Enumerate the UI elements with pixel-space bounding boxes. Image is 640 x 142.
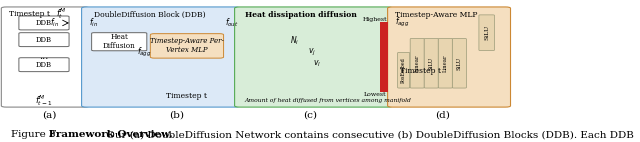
Text: PosEmbed: PosEmbed (401, 57, 406, 83)
FancyBboxPatch shape (380, 22, 388, 92)
Text: $f_{in}$: $f_{in}$ (50, 17, 59, 29)
FancyBboxPatch shape (438, 38, 452, 88)
FancyBboxPatch shape (410, 38, 424, 88)
Text: $f_{agg}$: $f_{agg}$ (395, 16, 410, 30)
Text: DDB: DDB (36, 19, 52, 27)
FancyBboxPatch shape (424, 38, 438, 88)
Text: (d): (d) (435, 111, 450, 120)
Text: $f_{t-1}^M$: $f_{t-1}^M$ (35, 93, 52, 108)
Text: Framework Overview.: Framework Overview. (45, 130, 173, 139)
FancyBboxPatch shape (388, 7, 511, 107)
Text: (c): (c) (303, 111, 317, 120)
Text: DoubleDiffusion Block (DDB): DoubleDiffusion Block (DDB) (94, 11, 206, 19)
Text: $f_t^M$: $f_t^M$ (56, 6, 67, 21)
Text: $f_{in}$: $f_{in}$ (89, 17, 99, 29)
FancyBboxPatch shape (92, 33, 147, 51)
Text: Heat
Diffusion: Heat Diffusion (103, 33, 136, 50)
Text: $f_{out}$: $f_{out}$ (225, 17, 238, 29)
FancyBboxPatch shape (19, 33, 69, 47)
Text: DDB: DDB (36, 61, 52, 69)
Text: $v_j$: $v_j$ (308, 47, 316, 58)
Text: Our (a) DoubleDiffusion Network contains consecutive (b) DoubleDiffusion Blocks : Our (a) DoubleDiffusion Network contains… (103, 130, 634, 139)
Text: Figure 3.: Figure 3. (12, 130, 60, 139)
FancyBboxPatch shape (397, 52, 410, 88)
Text: Linear: Linear (443, 55, 448, 72)
Text: Lowest: Lowest (364, 92, 387, 97)
Text: Timestep t: Timestep t (166, 92, 207, 100)
FancyBboxPatch shape (19, 58, 69, 72)
Text: Timestep-Aware Per-
Vertex MLP: Timestep-Aware Per- Vertex MLP (150, 37, 224, 55)
Text: DDB: DDB (36, 36, 52, 44)
Text: Amount of heat diffused from vertices among manifold: Amount of heat diffused from vertices am… (244, 98, 412, 103)
Text: Highest: Highest (363, 17, 387, 22)
FancyBboxPatch shape (150, 34, 223, 58)
Text: Timestep-Aware MLP: Timestep-Aware MLP (395, 11, 477, 19)
FancyBboxPatch shape (452, 38, 467, 88)
Text: SiLU: SiLU (429, 57, 434, 70)
Text: Timestep t: Timestep t (9, 10, 50, 18)
FancyBboxPatch shape (81, 7, 239, 107)
FancyBboxPatch shape (1, 7, 89, 107)
Text: (a): (a) (42, 111, 56, 120)
Text: $v_l$: $v_l$ (314, 59, 321, 69)
Text: Timestep t: Timestep t (400, 67, 441, 75)
Text: (b): (b) (170, 111, 184, 120)
Text: SiLU: SiLU (457, 57, 462, 70)
Text: SiLU: SiLU (484, 25, 489, 40)
Text: $f_{agg}$: $f_{agg}$ (137, 46, 152, 59)
FancyBboxPatch shape (235, 7, 392, 107)
Text: ...: ... (39, 52, 49, 61)
FancyBboxPatch shape (19, 16, 69, 30)
Text: Linear: Linear (415, 55, 420, 72)
FancyBboxPatch shape (479, 15, 495, 51)
Text: Heat dissipation diffusion: Heat dissipation diffusion (244, 11, 356, 19)
Text: $N_i$: $N_i$ (290, 34, 300, 47)
